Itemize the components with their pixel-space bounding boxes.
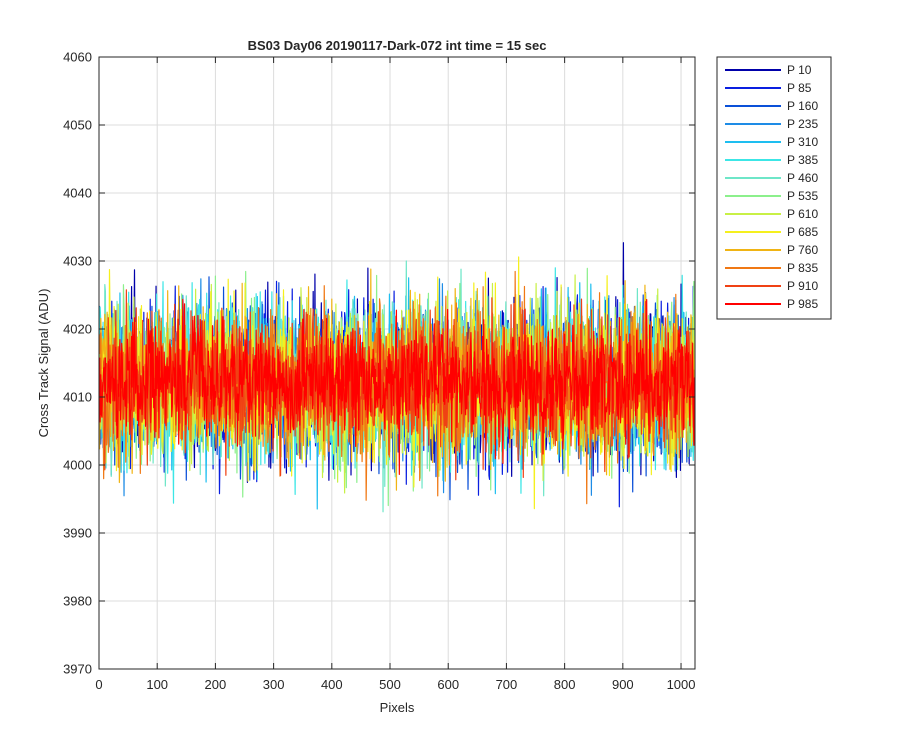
series-group [99, 242, 695, 513]
legend-label: P 460 [787, 171, 818, 185]
ticks: 0 100 200 300 400 500 600 700 800 900 1000 3970 3980… [63, 50, 695, 693]
y-tick-label: 4020 [63, 322, 92, 337]
series-line-p-985 [99, 298, 695, 476]
x-tick-label: 900 [612, 677, 634, 692]
y-tick-label: 4010 [63, 390, 92, 405]
y-tick-label: 4040 [63, 186, 92, 201]
plot-frame [98, 56, 696, 670]
legend-label: P 835 [787, 261, 818, 275]
legend-label: P 85 [787, 81, 812, 95]
legend-label: P 985 [787, 297, 818, 311]
legend-label: P 310 [787, 135, 818, 149]
legend-label: P 385 [787, 153, 818, 167]
y-tick-label: 4030 [63, 254, 92, 269]
x-tick-label: 600 [437, 677, 459, 692]
x-tick-label: 1000 [667, 677, 696, 692]
x-tick-label: 800 [554, 677, 576, 692]
legend-box [716, 56, 832, 320]
legend: P 10 P 85 P 160 P 235 P 310 P 385 P 460 P 535 P … [716, 56, 832, 320]
y-tick-label: 4000 [63, 458, 92, 473]
legend-label: P 610 [787, 207, 818, 221]
legend-label: P 235 [787, 117, 818, 131]
chart-title: BS03 Day06 20190117-Dark-072 int time = … [248, 38, 547, 53]
legend-label: P 160 [787, 99, 818, 113]
y-tick-label: 3970 [63, 662, 92, 677]
y-tick-label: 4050 [63, 118, 92, 133]
x-tick-label: 500 [379, 677, 401, 692]
legend-label: P 535 [787, 189, 818, 203]
x-tick-label: 200 [205, 677, 227, 692]
legend-label: P 910 [787, 279, 818, 293]
y-tick-label: 4060 [63, 50, 92, 65]
y-axis-label: Cross Track Signal (ADU) [36, 289, 51, 438]
x-tick-label: 700 [496, 677, 518, 692]
x-axis-label: Pixels [380, 700, 415, 715]
y-tick-label: 3980 [63, 594, 92, 609]
y-tick-label: 3990 [63, 526, 92, 541]
legend-label: P 10 [787, 63, 812, 77]
x-tick-label: 100 [146, 677, 168, 692]
x-tick-label: 0 [95, 677, 102, 692]
legend-label: P 685 [787, 225, 818, 239]
legend-label: P 760 [787, 243, 818, 257]
x-tick-label: 300 [263, 677, 285, 692]
x-tick-label: 400 [321, 677, 343, 692]
